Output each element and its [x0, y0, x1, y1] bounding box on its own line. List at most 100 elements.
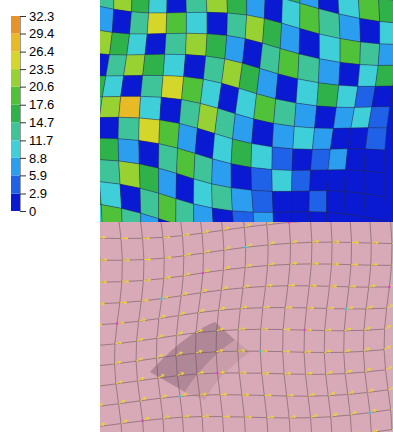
mesh-top [100, 0, 393, 222]
vector-arrow [326, 371, 333, 374]
mesh-cell [141, 75, 164, 97]
vector-arrow [144, 258, 151, 261]
mesh-cell [203, 56, 224, 83]
vector-arrow [312, 240, 319, 243]
vector-arrow [122, 259, 129, 262]
vector-arrow [391, 407, 393, 410]
colorbar-band [11, 175, 20, 193]
vector-arrow [344, 349, 350, 352]
tick: 26.4 [20, 44, 54, 59]
mesh-cell [368, 107, 389, 128]
vector-arrow [264, 394, 271, 397]
mesh-cell [194, 179, 213, 208]
tick: 2.9 [20, 186, 47, 201]
colorbar-band [11, 140, 20, 158]
tick-mark [20, 69, 26, 70]
vector-arrow [291, 241, 298, 244]
mesh-cell [206, 34, 227, 59]
mesh-cell [159, 193, 176, 222]
vector-arrow [245, 264, 251, 267]
vector-arrow [309, 284, 316, 287]
tick: 0 [20, 204, 36, 219]
mesh-cell [149, 0, 167, 13]
vector-arrow [384, 346, 390, 349]
mesh-cell [317, 83, 339, 108]
vector-arrow [100, 423, 105, 426]
mesh-cell [225, 36, 245, 64]
mesh-cell [272, 123, 294, 148]
vector-arrow [223, 267, 229, 270]
colorbar-band [11, 193, 20, 211]
mesh-line [100, 430, 392, 432]
vector-arrow [307, 306, 314, 309]
vector-arrow [163, 236, 170, 239]
vector-arrow [263, 306, 270, 309]
vector-arrow [143, 237, 150, 240]
mesh-cell [319, 9, 340, 39]
mesh-cell [292, 170, 311, 191]
mesh-cell [118, 139, 139, 164]
vector-arrow [219, 307, 225, 310]
mesh-cell [309, 212, 327, 222]
mesh-cell [127, 34, 147, 55]
mesh-cell [100, 182, 122, 209]
mesh-cell [294, 103, 317, 128]
vector-arrow [243, 285, 250, 288]
vector-arrow [100, 302, 104, 305]
vector-arrow [371, 430, 378, 432]
vector-arrow [121, 420, 127, 423]
mesh-cell [100, 138, 119, 161]
tick-label: 17.6 [29, 97, 54, 112]
vector-arrow [369, 285, 376, 288]
mesh-cell [184, 55, 206, 80]
vector-arrow [156, 355, 162, 358]
mesh-cell [100, 117, 119, 139]
mesh-cell [194, 154, 213, 184]
mesh-cell [340, 39, 360, 65]
vector-arrow [244, 224, 250, 227]
vector-arrow [308, 394, 315, 397]
vector-arrow [268, 242, 274, 245]
mesh-cell [212, 208, 234, 222]
vector-arrow [311, 415, 317, 418]
mesh-cell [380, 22, 393, 45]
vector-arrow [305, 372, 312, 375]
mesh-cell [141, 213, 159, 222]
mesh-cell [147, 13, 167, 34]
mesh-cell [139, 96, 161, 120]
tick-mark [20, 87, 26, 88]
tick-mark [20, 140, 26, 141]
vector-arrow [197, 371, 204, 374]
vector-arrow [115, 361, 122, 364]
mesh-cell [327, 191, 346, 214]
vector-arrow [137, 378, 143, 381]
mesh-cell [176, 199, 194, 222]
vector-arrow [370, 222, 377, 223]
vector-arrow [223, 227, 229, 230]
mesh-cell [212, 184, 233, 211]
mesh-cell [158, 219, 176, 222]
tick-mark [20, 16, 26, 17]
mesh-cell [311, 149, 331, 170]
vector-arrow [285, 306, 292, 309]
node-marker [202, 272, 205, 275]
mesh-line [384, 222, 392, 430]
mesh-line [100, 350, 384, 367]
vector-arrow [345, 370, 351, 373]
vector-arrow [217, 328, 224, 331]
mesh-cell [251, 167, 272, 191]
vector-arrow [351, 263, 358, 266]
vector-arrow [242, 393, 249, 396]
colorbar-band [11, 34, 20, 52]
vector-arrow [388, 387, 393, 390]
mesh-cell [364, 149, 385, 173]
vector-arrow [182, 234, 189, 237]
mesh-cell [118, 117, 139, 140]
mesh-cell [112, 9, 131, 34]
tick-label: 5.9 [29, 168, 47, 183]
mesh-cell [252, 119, 274, 147]
vector-arrow [290, 262, 297, 265]
mesh-cell [213, 134, 233, 164]
colorbar-band [11, 52, 20, 70]
mesh-cell [378, 44, 393, 66]
